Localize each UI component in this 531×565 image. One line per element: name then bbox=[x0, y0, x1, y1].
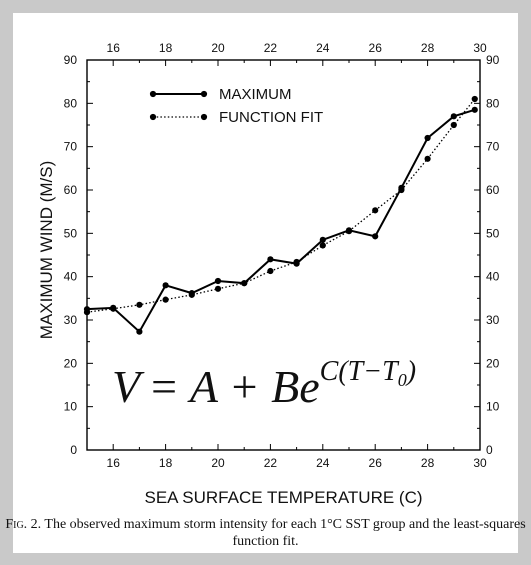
data-point-function-fit bbox=[450, 121, 457, 129]
y-tick-label-right: 70 bbox=[486, 140, 500, 154]
x-tick-label-top: 24 bbox=[316, 41, 330, 55]
y-tick-label-right: 20 bbox=[486, 356, 500, 370]
figure-frame bbox=[13, 13, 518, 553]
y-tick-label-left: 50 bbox=[64, 226, 78, 240]
x-tick-label-bottom: 22 bbox=[264, 456, 278, 470]
x-axis-title: SEA SURFACE TEMPERATURE (C) bbox=[144, 488, 422, 507]
data-point-function-fit bbox=[241, 280, 248, 287]
x-tick-label-top: 16 bbox=[107, 41, 121, 55]
caption-lead: Fig bbox=[5, 517, 24, 532]
legend-marker bbox=[200, 90, 208, 98]
y-tick-label-left: 30 bbox=[64, 313, 78, 327]
data-point-function-fit bbox=[319, 242, 326, 249]
x-tick-label-top: 22 bbox=[264, 41, 278, 55]
caption-text: . 2. The observed maximum storm intensit… bbox=[23, 517, 526, 549]
legend: MAXIMUM FUNCTION FIT bbox=[149, 86, 323, 126]
legend-marker bbox=[149, 113, 157, 121]
data-point-function-fit bbox=[110, 305, 117, 312]
legend-marker bbox=[200, 113, 208, 121]
y-tick-label-right: 40 bbox=[486, 270, 500, 284]
data-point-maximum bbox=[424, 134, 431, 142]
y-tick-label-right: 60 bbox=[486, 183, 500, 197]
y-tick-label-left: 80 bbox=[64, 96, 78, 110]
y-tick-label-left: 0 bbox=[70, 443, 77, 457]
y-tick-label-left: 40 bbox=[64, 270, 78, 284]
y-tick-label-left: 20 bbox=[64, 356, 78, 370]
series-line-maximum bbox=[86, 108, 476, 334]
data-point-maximum bbox=[267, 256, 274, 263]
x-tick-label-top: 20 bbox=[211, 41, 225, 55]
y-tick-label-left: 10 bbox=[64, 400, 78, 414]
x-tick-label-bottom: 28 bbox=[421, 456, 435, 470]
x-tick-label-bottom: 24 bbox=[316, 456, 330, 470]
x-tick-label-bottom: 30 bbox=[473, 456, 487, 470]
data-point-function-fit bbox=[424, 155, 431, 162]
data-point-maximum bbox=[372, 233, 379, 240]
data-point-function-fit bbox=[398, 186, 405, 194]
legend-label: MAXIMUM bbox=[219, 86, 292, 103]
y-tick-label-right: 90 bbox=[486, 53, 500, 67]
legend-label: FUNCTION FIT bbox=[219, 109, 323, 126]
data-point-function-fit bbox=[214, 285, 222, 292]
x-tick-label-top: 28 bbox=[421, 41, 435, 55]
y-tick-label-left: 90 bbox=[64, 53, 78, 67]
x-tick-label-bottom: 16 bbox=[107, 456, 121, 470]
equation-annotation: V = A + BeC(T−T0) bbox=[112, 356, 416, 412]
y-tick-label-left: 60 bbox=[64, 183, 78, 197]
data-point-maximum bbox=[136, 328, 143, 335]
y-tick-label-right: 30 bbox=[486, 313, 500, 327]
data-point-function-fit bbox=[188, 291, 195, 298]
x-tick-label-bottom: 26 bbox=[369, 456, 383, 470]
figure-caption: Fig. 2. The observed maximum storm inten… bbox=[0, 516, 531, 550]
data-point-function-fit bbox=[136, 301, 143, 308]
y-tick-label-right: 10 bbox=[486, 400, 500, 414]
series-line-function-fit bbox=[86, 98, 476, 313]
y-tick-label-left: 70 bbox=[64, 140, 78, 154]
data-point-function-fit bbox=[293, 258, 300, 266]
data-point-maximum bbox=[214, 277, 222, 285]
x-tick-label-top: 30 bbox=[473, 41, 487, 55]
data-point-function-fit bbox=[83, 309, 91, 316]
y-tick-label-right: 50 bbox=[486, 226, 500, 240]
data-point-function-fit bbox=[267, 267, 274, 275]
x-tick-label-top: 26 bbox=[369, 41, 383, 55]
data-point-maximum bbox=[162, 282, 169, 289]
y-axis-title: MAXIMUM WIND (M/S) bbox=[37, 161, 56, 339]
data-point-maximum bbox=[450, 113, 457, 120]
y-tick-label-right: 80 bbox=[486, 96, 500, 110]
x-tick-label-bottom: 18 bbox=[159, 456, 173, 470]
x-tick-label-bottom: 20 bbox=[211, 456, 225, 470]
x-tick-label-top: 18 bbox=[159, 41, 173, 55]
data-point-maximum bbox=[319, 236, 326, 243]
data-point-function-fit bbox=[162, 296, 169, 303]
data-point-function-fit bbox=[471, 95, 478, 103]
y-tick-label-right: 0 bbox=[486, 443, 493, 457]
legend-marker bbox=[149, 90, 157, 98]
data-point-maximum bbox=[471, 106, 478, 113]
data-point-function-fit bbox=[345, 228, 353, 235]
data-point-function-fit bbox=[372, 207, 379, 214]
